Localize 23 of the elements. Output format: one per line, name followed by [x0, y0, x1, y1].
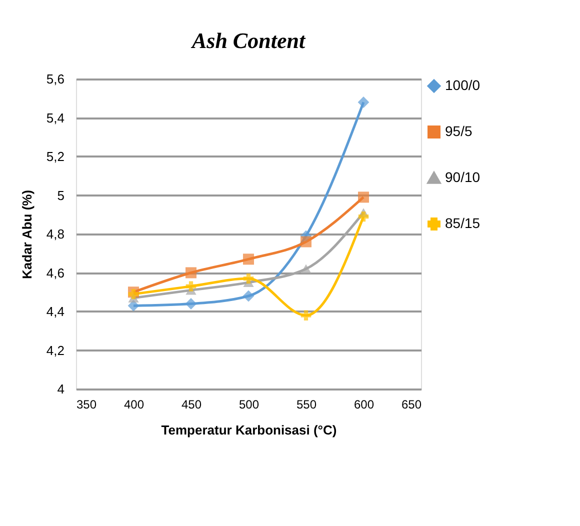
legend-label: 85/15 [445, 215, 480, 231]
x-tick-label: 500 [238, 398, 260, 412]
y-tick-label: 4,2 [46, 342, 64, 358]
y-tick-label: 4,8 [46, 226, 64, 242]
x-tick-label: 450 [181, 398, 202, 412]
x-tick-label: 600 [354, 398, 374, 412]
chart-title: Ash Content [190, 28, 306, 53]
y-tick-label: 4,4 [46, 304, 64, 319]
y-tick-label: 5,2 [46, 149, 64, 164]
legend-label: 95/5 [445, 123, 472, 139]
legend-label: 90/10 [445, 169, 480, 185]
x-tick-label: 550 [296, 398, 317, 412]
y-tick-label: 5,4 [46, 110, 64, 126]
y-tick-label: 5,6 [46, 72, 64, 86]
y-tick-label: 5 [57, 188, 64, 203]
x-tick-label: 650 [401, 398, 422, 412]
x-axis-title: Temperatur Karbonisasi (°C) [161, 422, 337, 438]
legend-label: 100/0 [445, 77, 480, 93]
y-tick-label: 4 [57, 382, 64, 396]
x-tick-label: 350 [76, 398, 97, 412]
x-tick-label: 400 [124, 398, 144, 412]
y-axis-title: Kadar Abu (%) [19, 190, 34, 280]
y-tick-label: 4,6 [46, 265, 64, 280]
